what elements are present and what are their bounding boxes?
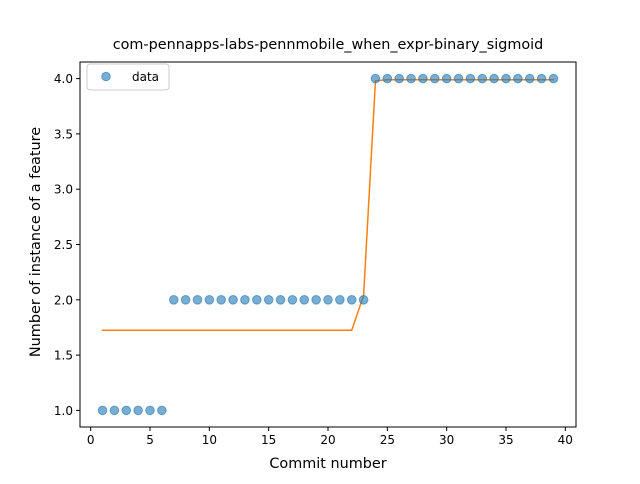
data-point xyxy=(406,73,416,84)
x-tick-label: 0 xyxy=(87,433,95,447)
legend-frame xyxy=(86,63,170,91)
axes-background xyxy=(80,62,576,427)
data-point xyxy=(287,295,298,305)
data-point xyxy=(299,295,310,305)
data-point xyxy=(441,73,452,84)
x-tick-label: 20 xyxy=(320,433,335,447)
x-tick-label: 25 xyxy=(380,433,395,447)
data-point xyxy=(346,295,357,305)
plot-area: 0 5 10 15 20 25 30 35 40 1.0 1.5 2.0 2.5 3.0 3.5 4.0 xyxy=(54,61,577,447)
data-point xyxy=(216,295,227,305)
data-point xyxy=(97,405,108,416)
data-point xyxy=(323,295,333,305)
y-tick-label: 1.0 xyxy=(54,404,73,418)
data-point xyxy=(133,405,143,416)
legend: data xyxy=(86,63,170,91)
data-point xyxy=(477,73,488,84)
data-point xyxy=(394,73,404,84)
data-point xyxy=(228,295,238,305)
data-point xyxy=(311,295,321,305)
x-axis-label: Commit number xyxy=(269,456,386,472)
data-point xyxy=(465,73,476,84)
data-point xyxy=(240,295,250,305)
x-tick-label: 5 xyxy=(146,433,154,447)
data-point xyxy=(180,295,191,305)
data-point xyxy=(252,295,262,305)
x-tick-label: 35 xyxy=(498,433,513,447)
data-point xyxy=(489,73,499,84)
data-point xyxy=(429,73,440,84)
data-point xyxy=(145,405,155,416)
y-tick-label: 3.0 xyxy=(54,183,73,197)
y-tick-label: 3.5 xyxy=(54,127,73,141)
data-point xyxy=(513,73,523,84)
data-point xyxy=(204,295,215,305)
data-point xyxy=(157,405,167,416)
data-point xyxy=(453,73,464,84)
data-point xyxy=(168,295,179,305)
y-tick-label: 4.0 xyxy=(54,72,73,86)
data-point xyxy=(370,73,381,84)
data-point xyxy=(192,295,203,305)
y-axis-label: Number of instance of a feature xyxy=(28,127,44,357)
data-point xyxy=(536,73,547,84)
data-point xyxy=(109,405,120,416)
chart-title: com-pennapps-labs-pennmobile_when_expr-b… xyxy=(113,37,544,53)
data-point xyxy=(548,73,559,84)
y-tick-label: 1.5 xyxy=(54,349,73,363)
x-tick-label: 40 xyxy=(558,433,573,447)
x-tick-label: 30 xyxy=(439,433,454,447)
data-point xyxy=(121,405,132,416)
data-point xyxy=(418,73,428,84)
x-tick-label: 15 xyxy=(261,433,276,447)
y-tick-label: 2.5 xyxy=(54,238,73,252)
data-point xyxy=(275,295,286,305)
data-point xyxy=(358,295,369,305)
data-point xyxy=(335,295,345,305)
data-point xyxy=(263,295,274,305)
data-point xyxy=(382,73,393,84)
data-point xyxy=(524,73,535,84)
data-point xyxy=(501,73,511,84)
legend-label-data: data xyxy=(132,70,159,84)
x-tick-label: 10 xyxy=(202,433,217,447)
legend-marker-data xyxy=(101,71,111,82)
y-tick-label: 2.0 xyxy=(54,293,73,307)
